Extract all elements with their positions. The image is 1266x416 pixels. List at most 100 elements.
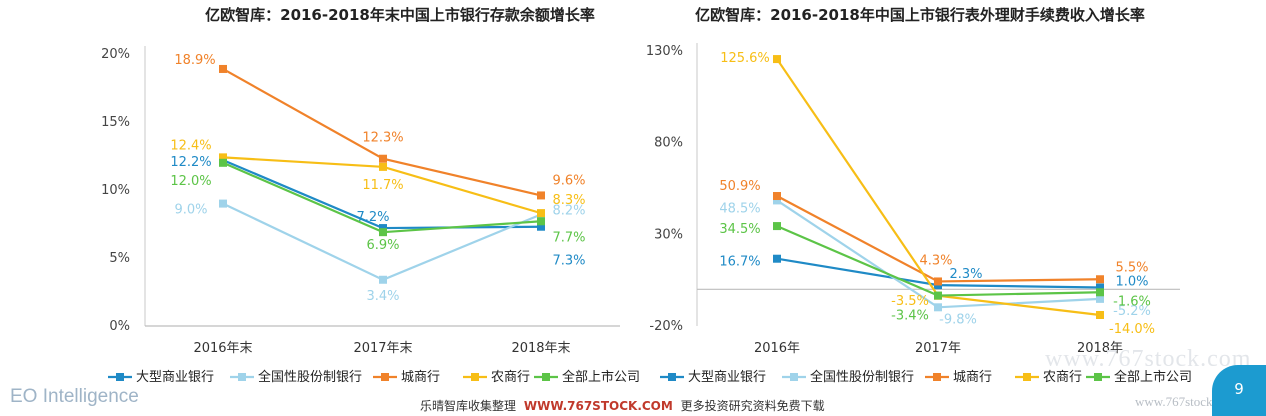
chart-left-data-label: 7.2%: [356, 210, 389, 225]
chart-left-data-point: [537, 191, 545, 200]
chart-left-legend-label: 全国性股份制银行: [258, 369, 362, 385]
chart-left-data-label: 3.4%: [366, 289, 399, 304]
chart-left-data-label: 12.2%: [170, 155, 211, 170]
chart-left-y-tick-label: 20%: [101, 47, 130, 62]
chart-left-legend-marker: [542, 373, 550, 381]
chart-right-data-label: 4.3%: [919, 253, 952, 268]
chart-left-legend-label: 大型商业银行: [136, 370, 214, 385]
watermark-large: www.767stock.com: [1045, 346, 1252, 372]
chart-right-data-point: [773, 254, 781, 263]
chart-right-data-label: -1.6%: [1113, 294, 1151, 309]
chart-left-legend-marker: [381, 373, 389, 381]
footer-note-suffix: 更多投资研究资料免费下载: [680, 399, 825, 413]
chart-right-legend-label: 全部上市公司: [1114, 369, 1192, 385]
chart-right-legend-label: 农商行: [1043, 370, 1082, 385]
chart-left-data-label: 9.6%: [552, 173, 585, 188]
chart-left-data-label: 18.9%: [174, 53, 215, 68]
chart-left-data-point: [219, 153, 227, 162]
chart-right-legend-label: 大型商业银行: [688, 370, 766, 385]
chart-right-y-tick-label: 130%: [646, 44, 683, 59]
chart-right-data-point: [1096, 294, 1104, 303]
chart-left-data-point: [379, 162, 387, 171]
page-number-badge: 9: [1212, 365, 1266, 416]
chart-right-legend-marker: [668, 373, 676, 381]
chart-left-data-label: 12.0%: [170, 174, 211, 189]
chart-left-data-point: [537, 209, 545, 218]
chart-right-data-point: [773, 55, 781, 64]
chart-right-legend-marker: [790, 373, 798, 381]
chart-left-data-point: [379, 154, 387, 163]
chart-left-y-tick-label: 0%: [109, 319, 130, 334]
chart-left-legend-label: 农商行: [491, 370, 530, 385]
chart-left-legend-label: 全部上市公司: [562, 369, 640, 385]
chart-right-data-label: -9.8%: [939, 312, 977, 327]
chart-left-data-point: [537, 222, 545, 231]
chart-left-data-point: [219, 64, 227, 73]
footer-note-prefix: 乐晴智库收集整理: [420, 399, 517, 413]
chart-left-data-point: [537, 217, 545, 226]
chart-right-data-point: [1096, 283, 1104, 292]
chart-right-data-label: -5.2%: [1113, 304, 1151, 319]
chart-left-x-tick-label: 2016年末: [193, 341, 252, 356]
chart-right-data-point: [1096, 288, 1104, 297]
chart-right-data-label: -3.4%: [891, 309, 929, 324]
chart-left-legend-marker: [471, 373, 479, 381]
chart-left-legend-marker: [116, 373, 124, 381]
chart-left-legend-marker: [238, 373, 246, 381]
chart-right-legend-label: 城商行: [953, 370, 992, 385]
chart-right-y-tick-label: -20%: [649, 319, 683, 334]
chart-left-data-label: 12.4%: [170, 138, 211, 153]
chart-left-data-point: [219, 199, 227, 208]
chart-right-data-label: 2.3%: [949, 267, 982, 282]
chart-left-y-tick-label: 15%: [101, 115, 130, 130]
chart-right-data-point: [773, 192, 781, 201]
chart-right-data-label: 48.5%: [719, 201, 760, 216]
chart-left-legend-label: 城商行: [401, 370, 440, 385]
chart-left-data-point: [379, 228, 387, 237]
chart-right-data-label: 1.0%: [1115, 275, 1148, 290]
footer-note: 乐晴智库收集整理 WWW.767STOCK.COM 更多投资研究资料免费下载: [420, 397, 825, 414]
chart-right-data-label: -3.5%: [891, 294, 929, 309]
chart-right-data-point: [934, 291, 942, 300]
chart-right-data-point: [934, 277, 942, 286]
chart-left-data-label: 8.2%: [552, 203, 585, 218]
chart-right-legend-label: 全国性股份制银行: [810, 369, 914, 385]
chart-right-x-tick-label: 2017年: [915, 341, 961, 356]
chart-right-data-point: [773, 196, 781, 205]
chart-right-data-label: 34.5%: [719, 222, 760, 237]
chart-right-data-point: [1096, 275, 1104, 284]
chart-right-x-tick-label: 2018年: [1077, 341, 1123, 356]
chart-left-data-point: [219, 158, 227, 167]
chart-right-y-tick-label: 30%: [654, 227, 683, 242]
chart-left-data-label: 7.3%: [552, 254, 585, 269]
chart-right-x-tick-label: 2016年: [754, 341, 800, 356]
chart-right-data-point: [934, 303, 942, 312]
chart-right-data-label: 5.5%: [1115, 260, 1148, 275]
chart-left-x-tick-label: 2017年末: [353, 341, 412, 356]
footer-note-site[interactable]: WWW.767STOCK.COM: [523, 399, 673, 413]
chart-left-y-tick-label: 5%: [109, 251, 130, 266]
chart-left-data-point: [379, 224, 387, 233]
chart-left-data-label: 11.7%: [362, 178, 403, 193]
chart-left-title: 亿欧智库：2016-2018年末中国上市银行存款余额增长率: [205, 6, 595, 24]
chart-left-x-tick-label: 2018年末: [511, 341, 570, 356]
chart-right-data-point: [1096, 311, 1104, 319]
chart-left-data-label: 7.7%: [552, 230, 585, 245]
chart-right-data-label: 50.9%: [719, 179, 760, 194]
chart-right-legend-marker: [1094, 373, 1102, 381]
chart-right-legend-marker: [933, 373, 941, 381]
chart-right-data-label: -14.0%: [1109, 322, 1155, 337]
chart-right-y-tick-label: 80%: [654, 136, 683, 151]
chart-right-data-label: 16.7%: [719, 255, 760, 270]
chart-right-data-label: 125.6%: [720, 51, 770, 66]
brand-label: EO Intelligence: [10, 386, 139, 407]
chart-left-data-label: 9.0%: [174, 203, 207, 218]
chart-left-data-label: 12.3%: [362, 131, 403, 146]
chart-right-legend-marker: [1023, 373, 1031, 381]
chart-right-title: 亿欧智库：2016-2018年中国上市银行表外理财手续费收入增长率: [695, 6, 1145, 24]
chart-left-data-label: 8.3%: [552, 193, 585, 208]
chart-left-data-point: [379, 275, 387, 284]
chart-left-y-tick-label: 10%: [101, 183, 130, 198]
chart-right-data-point: [773, 222, 781, 231]
